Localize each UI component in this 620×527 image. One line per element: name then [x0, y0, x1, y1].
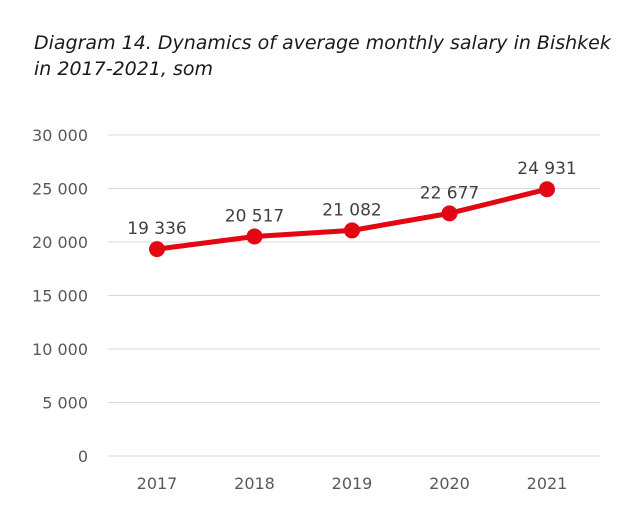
y-axis-tick-labels: 0 5 000 10 000 15 000 20 000 25 000 30 000 — [32, 126, 88, 466]
data-label: 19 336 — [127, 219, 186, 239]
x-tick-label: 2017 — [137, 474, 178, 493]
data-point — [149, 241, 165, 258]
x-axis-tick-labels: 2017 2018 2019 2020 2021 — [137, 474, 568, 493]
salary-series — [149, 181, 555, 258]
data-point — [246, 228, 263, 245]
y-tick-label: 0 — [78, 447, 88, 466]
data-labels: 19 336 20 517 21 082 22 677 24 931 — [127, 159, 576, 239]
data-label: 24 931 — [517, 159, 576, 179]
y-tick-label: 30 000 — [32, 126, 88, 145]
data-point — [539, 181, 555, 198]
data-point — [441, 205, 458, 222]
chart-title-line-1: Diagram 14. Dynamics of average monthly … — [34, 32, 611, 54]
chart-title: Diagram 14. Dynamics of average monthly … — [34, 30, 611, 82]
y-tick-label: 10 000 — [32, 340, 88, 359]
gridlines — [108, 134, 600, 457]
y-tick-label: 5 000 — [42, 394, 88, 413]
data-label: 21 082 — [322, 200, 381, 220]
data-label: 20 517 — [225, 206, 284, 226]
data-label: 22 677 — [420, 183, 479, 203]
y-tick-label: 20 000 — [32, 233, 88, 252]
chart-title-line-2: in 2017-2021, som — [34, 58, 214, 80]
x-tick-label: 2021 — [527, 474, 568, 493]
y-tick-label: 15 000 — [32, 287, 88, 306]
y-tick-label: 25 000 — [32, 180, 88, 199]
x-tick-label: 2018 — [234, 474, 275, 493]
x-tick-label: 2019 — [332, 474, 373, 493]
data-point — [344, 222, 360, 239]
x-tick-label: 2020 — [429, 474, 470, 493]
